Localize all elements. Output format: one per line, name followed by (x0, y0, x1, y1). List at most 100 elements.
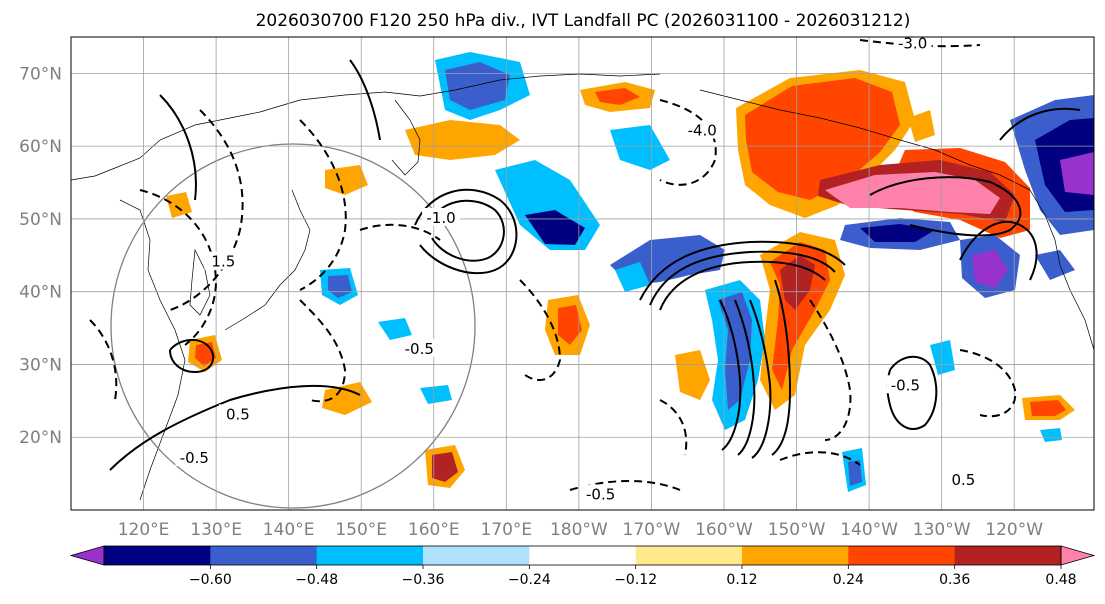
contour-lines (89, 39, 1081, 491)
contour-label-bg (886, 375, 925, 394)
shade-negative-small-1 (378, 318, 412, 340)
lon-tick-label: 150°W (768, 520, 826, 540)
contour-label: -0.5 (891, 376, 920, 394)
colorbar-extend-low (69, 545, 105, 566)
shade-negative-small-2 (420, 385, 452, 404)
contour-label: -0.5 (586, 485, 615, 503)
contour-label: -0.5 (405, 340, 434, 358)
contour-label-bg (893, 37, 932, 52)
contour-label: 1.5 (211, 253, 235, 271)
lon-tick-label: 120°W (985, 520, 1043, 540)
colorbar-tick-label: −0.12 (614, 572, 657, 588)
contour-label-bg (944, 469, 983, 488)
colorbar-outline (103, 545, 1062, 566)
contour-solid-jet-2 (649, 250, 836, 306)
colorbar-tick-label: −0.48 (295, 572, 338, 588)
map-boundary-circle (110, 143, 476, 509)
contour-label-bg (581, 484, 620, 503)
contour-label-bg (175, 448, 214, 467)
contour-solid-jet-3 (659, 260, 826, 311)
colorbar-tick-label: −0.36 (402, 572, 445, 588)
coast-alaska (699, 89, 1031, 191)
colorbar-extend-high (1060, 545, 1096, 566)
shade-negative-northwest-core (445, 62, 510, 110)
contour-dashed-5 (809, 299, 852, 441)
shade-negative-pacific-core (860, 224, 935, 242)
contour-solid-jet-6 (749, 299, 772, 459)
shade-positive-west (166, 192, 192, 218)
lon-tick-label: 180°W (550, 520, 608, 540)
contour-solid-northwest-2 (349, 59, 381, 141)
lat-tick-label: 70°N (19, 64, 62, 84)
longitude-labels: 120°E 130°E 140°E 150°E 160°E 170°E 180°W 170°W… (118, 520, 1044, 540)
coast-na-west (1029, 189, 1094, 351)
lon-tick-label: 130°W (913, 520, 971, 540)
contour-solid-ridge-1 (414, 188, 518, 275)
colorbar-segment (210, 546, 318, 565)
map-area: -0.5 -1.0 0.5 -0.5 0.5 -0.5 -0.5 -3.0 -4.0 1.5 (71, 34, 1094, 510)
contour-dashed-14 (779, 451, 861, 466)
coast-korea (189, 248, 211, 316)
contour-dashed-12 (359, 223, 441, 241)
lon-tick-label: 150°E (335, 520, 387, 540)
contour-dashed-11 (89, 319, 118, 401)
contour-label-bg (218, 404, 257, 423)
shade-negative-small-4 (848, 460, 862, 486)
contour-dashed-6 (959, 349, 1017, 418)
contour-dashed-10 (299, 299, 347, 403)
lon-tick-label: 170°W (623, 520, 681, 540)
contour-dashed-8 (659, 99, 717, 186)
contour-dashed-9 (859, 39, 981, 48)
colorbar-segment (529, 546, 637, 565)
colorbar-tick-label: 0.48 (1045, 572, 1076, 588)
shade-positive-bering-sea (908, 110, 935, 142)
shade-positive-east-pacific-core (1030, 400, 1066, 416)
contour-solid-ridge-2 (429, 199, 505, 262)
contour-dashed-13 (659, 399, 688, 456)
chart-title: 2026030700 F120 250 hPa div., IVT Landfa… (256, 11, 911, 31)
lat-tick-label: 30°N (19, 355, 62, 375)
shade-positive-gulf-alaska-core (745, 78, 900, 200)
coast-kamchatka (391, 99, 421, 176)
colorbar-segment (316, 546, 424, 565)
lon-tick-label: 160°W (695, 520, 753, 540)
contour-label: -3.0 (898, 34, 927, 52)
contour-labels: -0.5 -1.0 0.5 -0.5 0.5 -0.5 -0.5 -3.0 -4.0 1.5 (175, 34, 983, 503)
lat-tick-label: 50°N (19, 210, 62, 230)
contour-solid-jet-7 (771, 279, 792, 456)
contour-label: -4.0 (688, 122, 717, 140)
coast-asia-east (119, 199, 186, 501)
colorbar-tick-label: 0.12 (726, 572, 757, 588)
colorbar-segment (635, 546, 743, 565)
colorbar-tick-label: 0.24 (833, 572, 864, 588)
shade-positive-tropical-core (432, 452, 458, 482)
colorbar-segment (104, 546, 211, 565)
contour-solid-northwest-1 (159, 94, 197, 201)
coast-japan (224, 189, 311, 331)
lat-tick-label: 40°N (19, 283, 62, 303)
contour-solid-japan-1 (169, 339, 215, 374)
contour-solid-canada (869, 176, 1022, 237)
latitude-labels: 70°N 60°N 50°N 40°N 30°N 20°N (19, 64, 62, 448)
shade-negative-small-8 (1040, 428, 1062, 442)
colorbar: −0.60 −0.48 −0.36 −0.24 −0.12 0.12 0.24 0.36 0.4… (69, 545, 1096, 588)
lon-tick-label: 140°W (840, 520, 898, 540)
contour-solid-east-1 (886, 355, 938, 430)
colorbar-segment (742, 546, 849, 565)
colorbar-segment (954, 546, 1062, 565)
contour-solid-alaska-1 (999, 107, 1081, 141)
colorbar-segment (848, 546, 956, 565)
lon-tick-label: 140°E (263, 520, 315, 540)
colorbar-tick-label: −0.24 (508, 572, 551, 588)
contour-label-bg (683, 120, 722, 139)
contour-dashed-4 (519, 279, 562, 381)
lon-tick-label: 130°E (190, 520, 242, 540)
shade-negative-small-7 (1035, 250, 1075, 280)
contour-solid-south-1 (109, 384, 361, 471)
contour-dashed-3 (299, 119, 347, 291)
lon-tick-label: 160°E (408, 520, 460, 540)
contour-label-bg (204, 251, 243, 270)
shade-positive-mid-pacific-core (558, 305, 582, 345)
colorbar-tick-label: −0.60 (189, 572, 232, 588)
lon-tick-label: 170°E (480, 520, 532, 540)
